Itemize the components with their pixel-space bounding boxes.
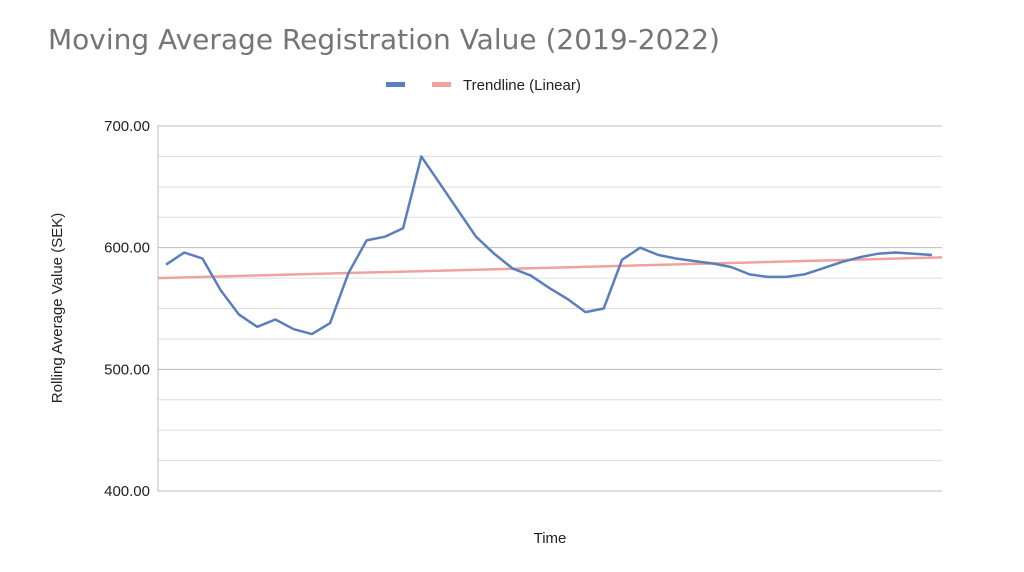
legend: Trendline (Linear) (386, 77, 581, 94)
y-tick-label: 700.00 (104, 118, 150, 135)
y-axis-title: Rolling Average Value (SEK) (49, 213, 66, 403)
x-axis-title: Time (534, 530, 567, 547)
legend-swatch-series-1 (386, 82, 405, 87)
plot-lines (157, 155, 943, 336)
y-tick-label: 600.00 (104, 240, 150, 257)
chart-title: Moving Average Registration Value (2019-… (48, 23, 720, 56)
legend-label-trendline: Trendline (Linear) (463, 77, 581, 94)
series-line (165, 155, 933, 336)
y-tick-label: 500.00 (104, 361, 150, 378)
legend-swatch-trendline (432, 82, 451, 87)
trendline (157, 256, 943, 280)
y-axis-ticks: 400.00 500.00 600.00 700.00 (104, 118, 150, 500)
grid (157, 125, 942, 492)
y-tick-label: 400.00 (104, 483, 150, 500)
